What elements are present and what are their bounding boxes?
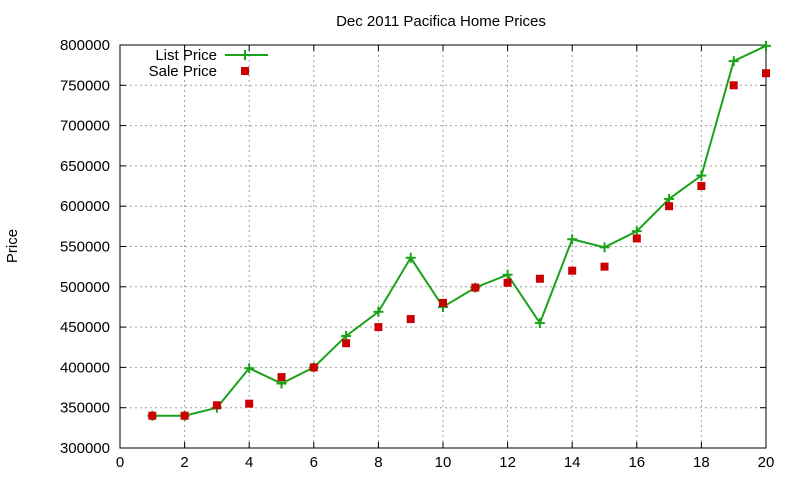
data-point-plus — [534, 318, 545, 329]
legend-label-list-price: List Price — [155, 47, 217, 64]
x-tick-label: 20 — [758, 454, 775, 471]
x-tick-label: 14 — [564, 454, 581, 471]
data-point-square — [309, 363, 318, 372]
data-point-square — [697, 182, 706, 191]
data-point-square — [568, 266, 577, 275]
axis-ticks: 0 2 4 6 8 10 12 14 16 18 20 300000 350000 400000 45000… — [60, 37, 774, 471]
data-point-plus — [567, 234, 578, 245]
data-point-square — [471, 283, 480, 292]
data-point-square — [762, 69, 770, 78]
x-tick-label: 4 — [245, 454, 253, 471]
data-point-plus — [728, 56, 739, 67]
data-point-square — [148, 411, 157, 420]
y-tick-label: 800000 — [60, 37, 110, 54]
data-point-square — [439, 298, 447, 307]
data-point-square — [535, 274, 544, 283]
y-tick-label: 400000 — [60, 359, 110, 376]
data-point-plus — [599, 242, 610, 253]
data-point-plus — [502, 269, 513, 280]
data-point-plus — [373, 306, 384, 317]
y-axis-label: Price — [4, 229, 21, 263]
data-point-plus — [405, 252, 416, 263]
grid — [120, 45, 766, 448]
chart-title: Dec 2011 Pacifica Home Prices — [336, 13, 546, 30]
y-tick-label: 300000 — [60, 440, 110, 457]
series — [147, 40, 771, 421]
y-tick-label: 350000 — [60, 400, 110, 417]
data-point-square — [406, 315, 415, 324]
series-sale-price — [148, 69, 770, 420]
x-tick-label: 8 — [374, 454, 382, 471]
data-point-square — [665, 202, 674, 211]
x-tick-label: 6 — [310, 454, 318, 471]
x-tick-label: 16 — [628, 454, 645, 471]
y-tick-label: 500000 — [60, 279, 110, 296]
y-tick-label: 450000 — [60, 319, 110, 336]
y-tick-label: 650000 — [60, 158, 110, 175]
x-tick-label: 10 — [435, 454, 452, 471]
data-point-square — [245, 399, 254, 408]
legend-marker-list-price — [240, 50, 250, 60]
data-point-square — [729, 81, 738, 90]
x-tick-label: 2 — [180, 454, 188, 471]
series-line — [152, 44, 767, 417]
data-point-square — [374, 323, 383, 332]
data-point-square — [632, 234, 641, 243]
y-tick-label: 600000 — [60, 198, 110, 215]
data-point-square — [212, 401, 221, 410]
data-point-square — [180, 411, 189, 420]
data-point-square — [503, 278, 512, 287]
data-point-square — [342, 339, 351, 348]
data-point-square — [277, 373, 286, 382]
y-tick-label: 750000 — [60, 77, 110, 94]
data-point-plus — [696, 170, 707, 181]
series-list-price — [147, 40, 771, 421]
x-tick-label: 12 — [499, 454, 516, 471]
legend-marker-sale-price — [241, 67, 249, 75]
legend: List Price Sale Price — [149, 47, 268, 80]
y-tick-label: 550000 — [60, 239, 110, 256]
x-tick-label: 0 — [116, 454, 124, 471]
data-point-plus — [244, 363, 255, 374]
data-point-plus — [761, 40, 771, 51]
data-point-square — [600, 262, 609, 271]
y-tick-label: 700000 — [60, 118, 110, 135]
legend-label-sale-price: Sale Price — [149, 63, 217, 80]
x-tick-label: 18 — [693, 454, 710, 471]
